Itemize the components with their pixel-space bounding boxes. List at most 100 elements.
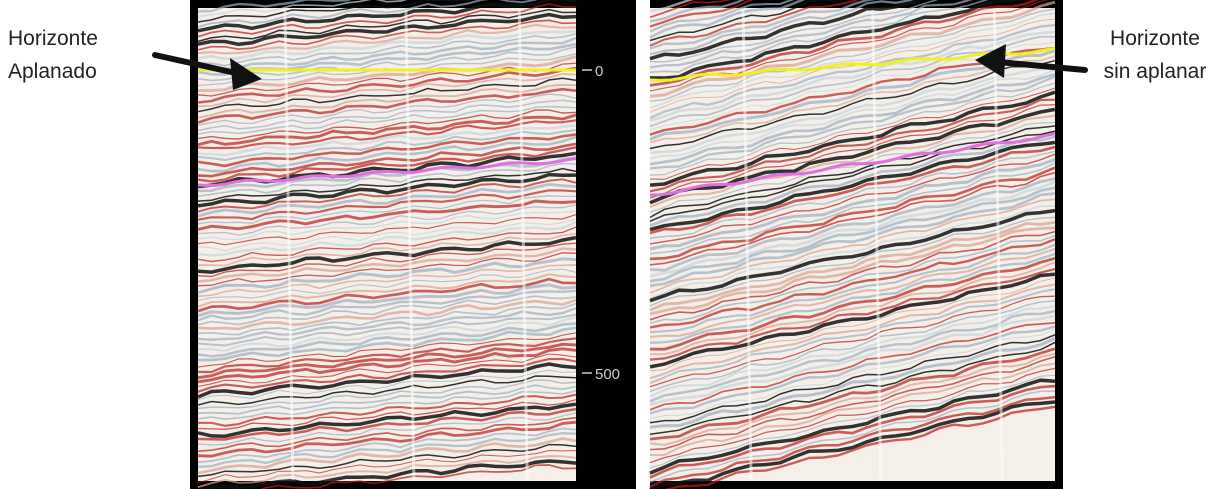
reflector-line: [649, 0, 860, 47]
reflector-line: [197, 235, 577, 274]
reflector-line: [197, 0, 538, 28]
reflector-line: [649, 130, 1056, 222]
reflector-line: [197, 357, 577, 393]
reflector-line: [197, 268, 577, 302]
reflector-line: [649, 145, 1056, 235]
reflector-line: [649, 90, 1056, 187]
reflector-line: [197, 420, 577, 458]
reflector-line: [197, 195, 576, 225]
reflector-line: [197, 342, 577, 380]
reflector-line: [649, 277, 1056, 372]
scale-tick-label-0: 0: [595, 63, 603, 80]
reflector-line: [197, 384, 577, 415]
reflector-line: [197, 199, 577, 231]
reflector-line: [197, 135, 577, 173]
seismic-figure-svg: 0 500: [190, 0, 1063, 489]
seismic-panel-flattened: [198, 8, 576, 481]
fault-line: [741, 9, 753, 481]
reflector-line: [649, 268, 1056, 361]
reflector-line: [197, 289, 577, 322]
reflector-line: [649, 226, 1056, 316]
reflector-line: [649, 0, 1056, 98]
reflector-line: [197, 307, 577, 341]
reflector-line: [197, 443, 577, 478]
horizonte-sin-aplanar-label: Horizonte sin aplanar: [1080, 22, 1230, 88]
reflector-line: [649, 23, 1056, 120]
reflector-line: [649, 378, 1056, 475]
reflector-line: [198, 326, 577, 362]
reflector-line: [197, 375, 577, 406]
arrow-right: [975, 44, 1088, 78]
reflector-line: [650, 362, 1056, 456]
reflector-line: [197, 0, 408, 18]
reflector-line: [197, 214, 577, 246]
reflector-line: [649, 328, 1056, 420]
reflector-line: [197, 119, 577, 150]
reflector-line: [649, 87, 1056, 180]
reflector-line: [649, 0, 1024, 80]
reflector-line: [197, 332, 577, 368]
reflector-line: [649, 295, 1056, 388]
reflector-line: [649, 150, 1056, 239]
reflector-line: [649, 0, 731, 19]
reflector-line: [197, 178, 577, 213]
reflector-line: [197, 77, 577, 113]
reflector-line: [197, 393, 577, 427]
reflector-line: [197, 218, 577, 252]
reflector-line: [198, 232, 577, 267]
reflector-line: [198, 55, 577, 92]
reflector-line: [649, 140, 1056, 232]
reflector-line: [649, 59, 1056, 150]
reflector-line: [197, 337, 577, 374]
reflector-line: [649, 256, 1056, 351]
reflector-line: [649, 288, 1056, 385]
reflector-line: [197, 36, 577, 71]
reflector-line: [649, 0, 974, 69]
reflector-line: [649, 400, 1056, 489]
reflector-line: [197, 183, 577, 218]
reflector-line: [649, 238, 1056, 329]
reflector-line: [649, 252, 1056, 344]
reflector-line: [197, 109, 577, 140]
reflector-line: [649, 114, 1056, 208]
label-right-line2: sin aplanar: [1103, 60, 1207, 83]
reflector-line: [649, 0, 745, 23]
fault-line: [871, 9, 883, 481]
reflector-line: [197, 247, 577, 283]
reflector-line: [649, 64, 1056, 155]
reflector-line: [649, 0, 989, 74]
reflector-line: [197, 142, 577, 178]
reflector-line: [197, 252, 577, 287]
reflector-line: [197, 23, 577, 55]
reflector-line: [649, 12, 1056, 109]
reflector-line: [649, 122, 1056, 213]
reflector-line: [260, 464, 577, 489]
reflector-line: [197, 19, 577, 51]
reflector-line: [649, 180, 1056, 278]
reflector-line: [197, 257, 577, 295]
reflector-line: [649, 18, 1056, 113]
reflector-line: [649, 107, 1056, 205]
reflector-line: [197, 221, 577, 257]
reflector-line: [649, 0, 939, 63]
reflector-line: [649, 153, 1056, 245]
reflector-line: [197, 459, 577, 489]
reflector-line: [649, 309, 1056, 403]
reflector-line: [197, 455, 577, 489]
reflector-line: [197, 129, 577, 161]
reflector-line: [649, 305, 1056, 398]
fault-line: [404, 9, 416, 481]
reflector-line: [649, 341, 1056, 435]
panel-gap: [636, 0, 650, 489]
reflector-line: [649, 384, 1056, 479]
reflector-line: [649, 75, 1056, 170]
reflector-line: [649, 0, 845, 42]
reflector-line: [197, 133, 577, 168]
reflector-line: [649, 325, 1056, 415]
reflector-line: [649, 135, 1056, 227]
scale-tick-label-500: 500: [595, 366, 620, 383]
reflector-line: [649, 208, 1056, 303]
reflector-line: [649, 334, 1056, 424]
reflector-line: [197, 105, 577, 135]
